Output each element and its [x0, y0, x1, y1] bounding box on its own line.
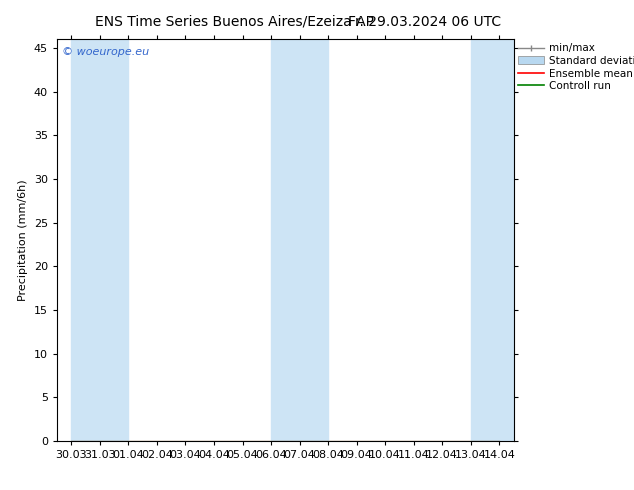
Text: © woeurope.eu: © woeurope.eu: [61, 47, 149, 57]
Text: Fr. 29.03.2024 06 UTC: Fr. 29.03.2024 06 UTC: [348, 15, 501, 29]
Y-axis label: Precipitation (mm/6h): Precipitation (mm/6h): [18, 179, 29, 301]
Bar: [271, 39, 328, 441]
Legend: min/max, Standard deviation, Ensemble mean run, Controll run: min/max, Standard deviation, Ensemble me…: [514, 39, 634, 96]
Bar: [470, 39, 527, 441]
Bar: [71, 39, 128, 441]
Text: ENS Time Series Buenos Aires/Ezeiza AP: ENS Time Series Buenos Aires/Ezeiza AP: [95, 15, 374, 29]
